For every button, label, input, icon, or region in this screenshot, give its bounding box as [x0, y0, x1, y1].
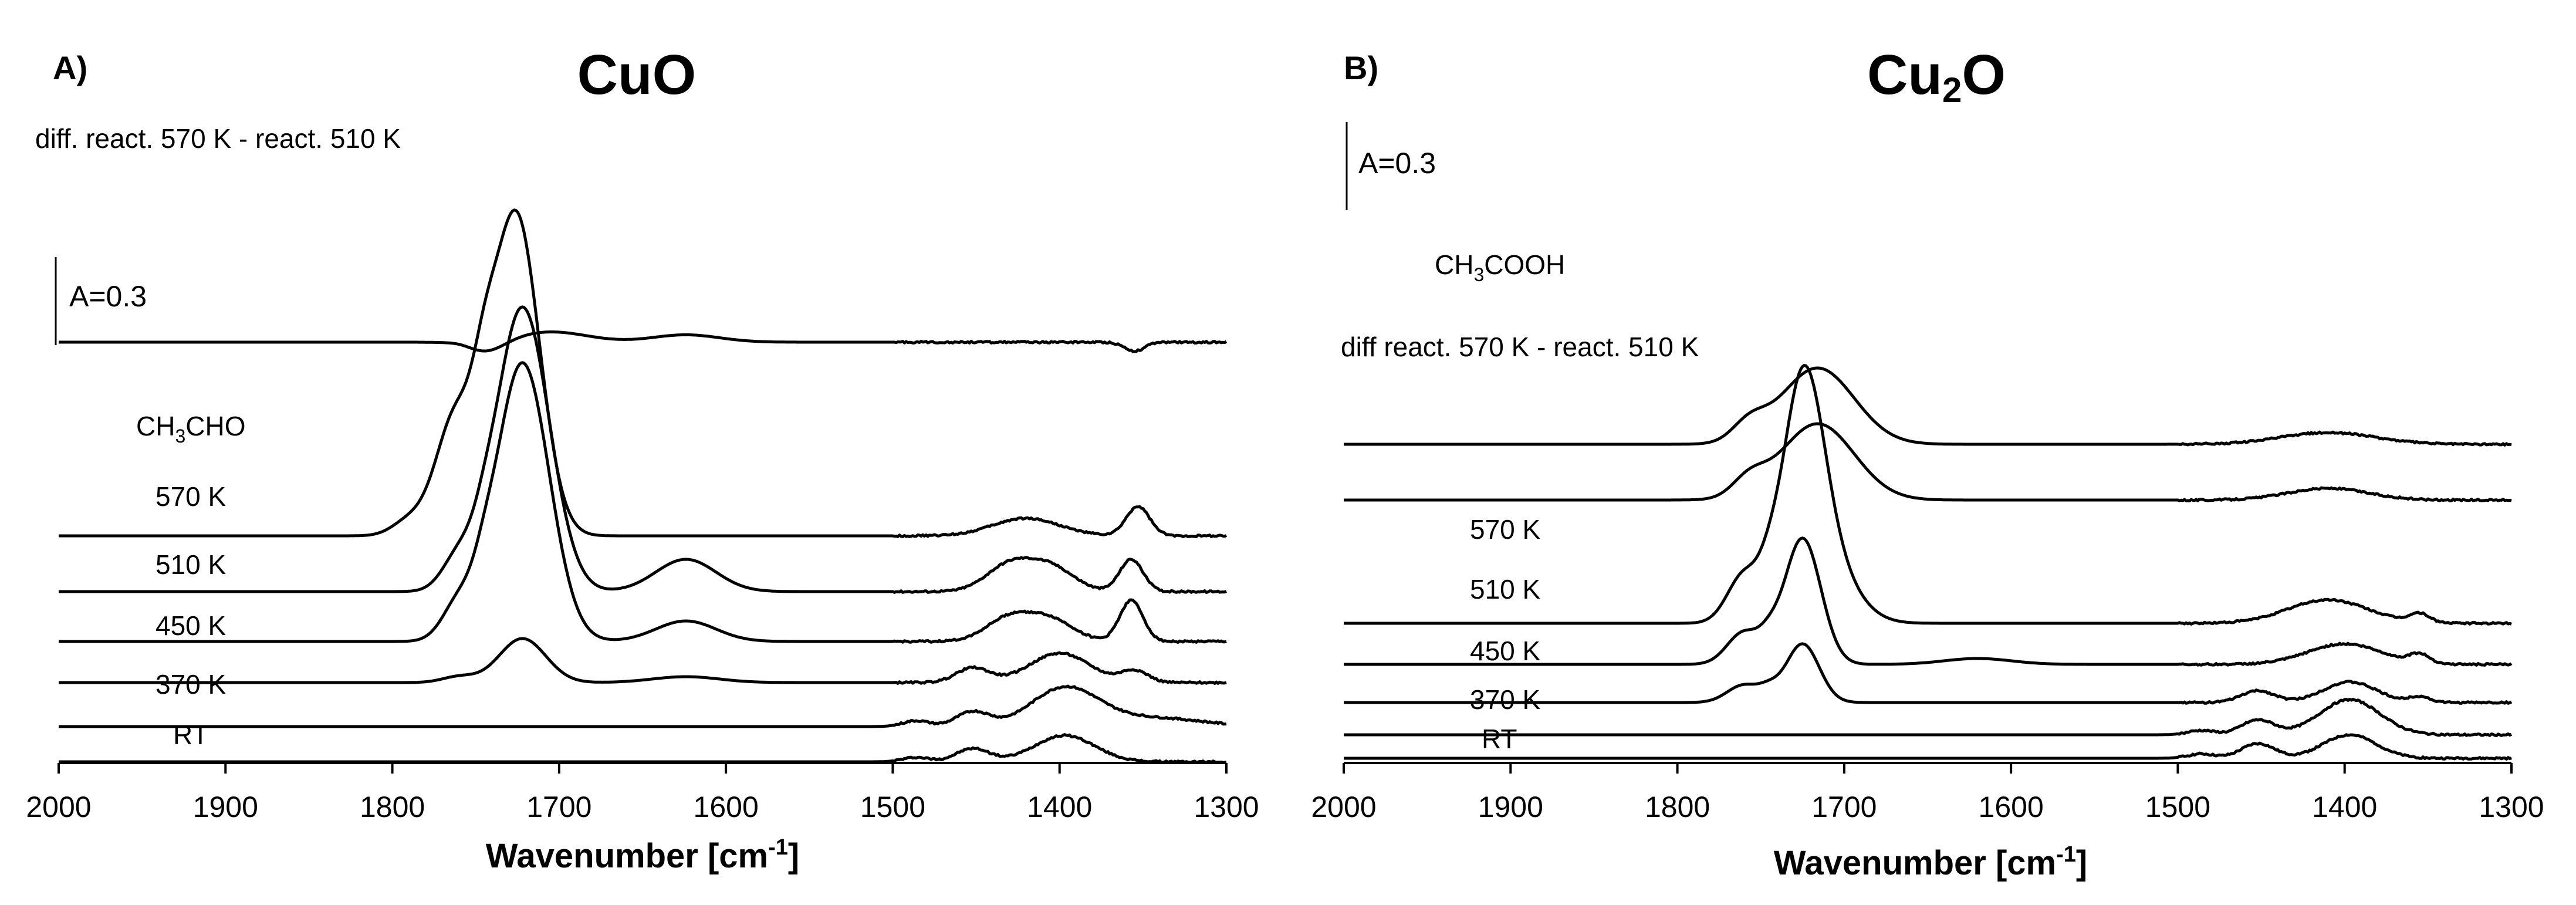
scale-bar-label: A=0.3: [69, 280, 147, 313]
series-label-diff: diff react. 570 K - react. 510 K: [1341, 332, 1699, 362]
trace-diff: [59, 330, 1228, 353]
series-label-ch3cho: CH3CHO: [136, 411, 245, 447]
series-label-450k: 450 K: [1470, 636, 1541, 666]
panel-a-title: CuO: [577, 43, 697, 106]
series-label-570k: 570 K: [1470, 514, 1541, 545]
trace-450k: [59, 637, 1227, 685]
x-tick-label: 1400: [1027, 791, 1092, 823]
scale-bar-label: A=0.3: [1358, 147, 1436, 180]
x-tick-label: 1600: [1979, 791, 2044, 823]
trace-450k: [1344, 642, 2513, 705]
x-tick-label: 1600: [694, 791, 759, 823]
x-tick-label: 1800: [360, 791, 425, 823]
trace-510k: [59, 361, 1227, 644]
x-tick-label: 1300: [2479, 791, 2544, 823]
panel-a-traces: [59, 208, 1228, 764]
x-tick-label: 2000: [26, 791, 91, 823]
series-label-rt: RT: [1482, 724, 1517, 754]
x-tick-label: 1500: [860, 791, 925, 823]
trace-510k: [1344, 536, 2513, 667]
series-label-rt: RT: [173, 720, 209, 750]
trace-ch3cooh: [1344, 366, 2512, 447]
panel-a-x-axis-title: Wavenumber [cm-1]: [486, 835, 799, 875]
trace-rt: [1344, 733, 2512, 761]
panel-b: B) Cu2O RT 370 K 450 K 510 K 570 K diff …: [1311, 43, 2544, 882]
x-tick-label: 1700: [1811, 791, 1877, 823]
panel-a-letter: A): [53, 49, 87, 86]
trace-rt: [59, 733, 1227, 764]
x-tick-label: 1400: [2312, 791, 2377, 823]
panel-a-series-labels: RT 370 K 450 K 510 K 570 K CH3CHO diff. …: [35, 123, 401, 750]
series-label-ch3cooh: CH3COOH: [1435, 249, 1565, 285]
panel-b-traces: [1344, 364, 2513, 761]
trace-570k: [59, 305, 1227, 594]
panel-b-scale-bar: A=0.3: [1346, 122, 1436, 210]
x-tick-label: 1900: [1478, 791, 1543, 823]
x-tick-label: 1700: [526, 791, 591, 823]
trace-570k: [1344, 364, 2512, 626]
series-label-510k: 510 K: [155, 549, 227, 580]
trace-370k: [1344, 697, 2513, 737]
series-label-370k: 370 K: [1470, 684, 1541, 715]
trace-diff: [1344, 422, 2512, 502]
x-tick-label: 2000: [1311, 791, 1376, 823]
series-label-570k: 570 K: [155, 481, 227, 512]
series-label-370k: 370 K: [155, 669, 227, 700]
panel-b-x-ticks: 2000 1900 1800 1700 1600 1500 1400 1300: [1311, 763, 2544, 823]
series-label-diff: diff. react. 570 K - react. 510 K: [35, 123, 401, 154]
panel-a-scale-bar: A=0.3: [55, 257, 147, 345]
panel-a-x-ticks: 2000 1900 1800 1700 1600 1500 1400 1300: [26, 763, 1259, 823]
series-label-450k: 450 K: [155, 610, 227, 641]
x-tick-label: 1500: [2145, 791, 2210, 823]
panel-b-title: Cu2O: [1867, 43, 2006, 110]
panel-b-series-labels: RT 370 K 450 K 510 K 570 K diff react. 5…: [1341, 249, 1699, 754]
x-tick-label: 1800: [1645, 791, 1710, 823]
panel-b-x-axis-title: Wavenumber [cm-1]: [1774, 842, 2087, 882]
series-label-510k: 510 K: [1470, 574, 1541, 605]
x-tick-label: 1300: [1194, 791, 1259, 823]
panel-a: A) CuO RT 370 K 450 K 510 K 570 K CH3CHO…: [26, 43, 1259, 875]
panel-b-letter: B): [1344, 49, 1378, 86]
trace-ch3cho: [59, 208, 1228, 538]
x-tick-label: 1900: [193, 791, 258, 823]
trace-370k: [59, 684, 1227, 728]
